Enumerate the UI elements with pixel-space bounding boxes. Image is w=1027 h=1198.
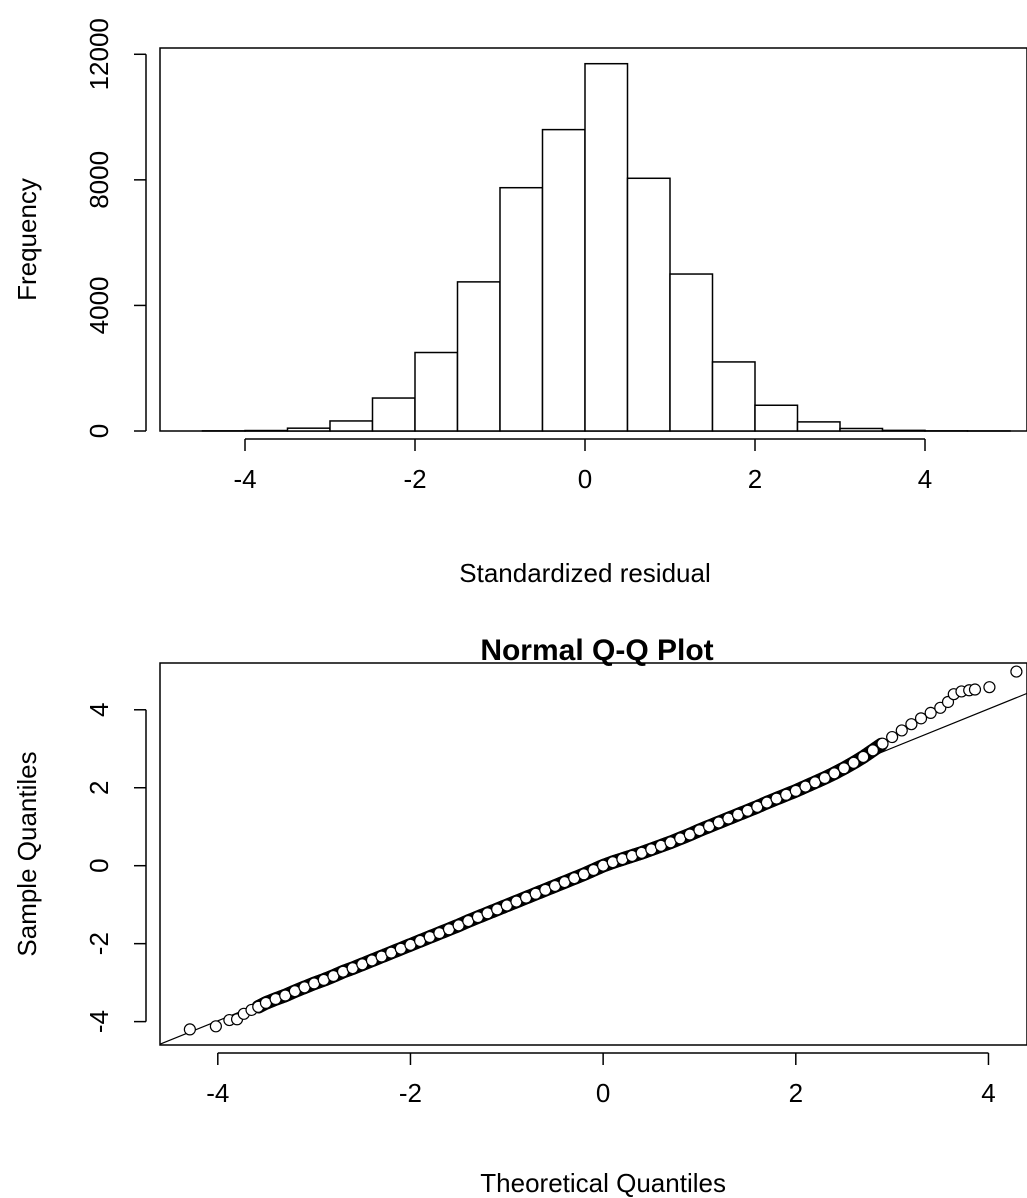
qq-point: [1010, 665, 1023, 678]
histogram-x-tick-label: 4: [918, 464, 932, 494]
qq-point: [828, 767, 841, 780]
histogram-bar: [626, 177, 671, 432]
histogram-plot: -4 -2 0 2 4 0 4000 8000 12000 Standardized residu…: [12, 18, 1027, 588]
qq-point: [183, 1023, 196, 1036]
qq-x-tick-label: 0: [596, 1078, 610, 1108]
qq-x-tick-label: -2: [399, 1078, 422, 1108]
histogram-bar: [881, 429, 926, 432]
histogram-y-axis-title: Frequency: [12, 178, 42, 301]
histogram-bar: [329, 420, 374, 432]
histogram-x-tick-label: -2: [403, 464, 426, 494]
qq-y-tick-label: 0: [84, 858, 114, 872]
qq-x-tick-label: -4: [206, 1078, 229, 1108]
histogram-bar: [414, 351, 459, 432]
qq-y-tick-label: 2: [84, 781, 114, 795]
qq-x-tick-label: 4: [981, 1078, 995, 1108]
qq-plot-title: Normal Q-Q Plot: [480, 634, 713, 667]
qq-plot-frame: [159, 662, 1027, 1046]
qq-point: [914, 712, 928, 725]
histogram-bar: [371, 397, 416, 432]
qq-point: [837, 762, 851, 775]
histogram-y-tick-label: 0: [84, 424, 114, 438]
histogram-bar: [456, 281, 501, 432]
histogram-bar: [584, 62, 629, 432]
qq-x-tick-label: 2: [789, 1078, 803, 1108]
qq-point: [209, 1020, 222, 1033]
qq-y-tick-label: -2: [84, 932, 114, 955]
qq-point: [886, 730, 899, 744]
histogram-bar: [499, 186, 544, 432]
histogram-bar: [796, 421, 841, 432]
qq-point: [866, 744, 879, 757]
histogram-bar: [754, 404, 799, 432]
histogram-bar: [711, 361, 756, 432]
histogram-y-tick-label: 8000: [84, 151, 114, 209]
qq-point: [895, 724, 908, 737]
qq-y-axis-title: Sample Quantiles: [12, 751, 42, 956]
histogram-x-tick-label: -4: [233, 464, 256, 494]
histogram-bar: [669, 273, 714, 432]
qq-y-tick-label: -4: [84, 1010, 114, 1033]
histogram-y-tick-label: 4000: [84, 277, 114, 335]
qq-point: [905, 718, 918, 731]
qq-point: [857, 750, 870, 764]
qq-y-tick-label: 4: [84, 703, 114, 717]
qq-x-axis-title: Theoretical Quantiles: [480, 1168, 726, 1198]
qq-point: [818, 771, 831, 785]
qq-plot: Normal Q-Q Plot -4 -2 0 2 4 -4 -2 0 2 4 Theoretical…: [12, 634, 1027, 1198]
qq-point: [968, 683, 982, 696]
histogram-bar: [541, 128, 586, 432]
histogram-x-tick-label: 0: [578, 464, 592, 494]
histogram-x-axis-title: Standardized residual: [459, 558, 711, 588]
histogram-x-tick-label: 2: [748, 464, 762, 494]
qq-point: [983, 681, 996, 694]
histogram-y-tick-label: 12000: [84, 18, 114, 90]
qq-point: [924, 706, 937, 719]
qq-point: [876, 737, 889, 750]
qq-point: [847, 756, 860, 769]
histogram-bar: [839, 427, 884, 432]
histogram-bar: [286, 427, 331, 432]
